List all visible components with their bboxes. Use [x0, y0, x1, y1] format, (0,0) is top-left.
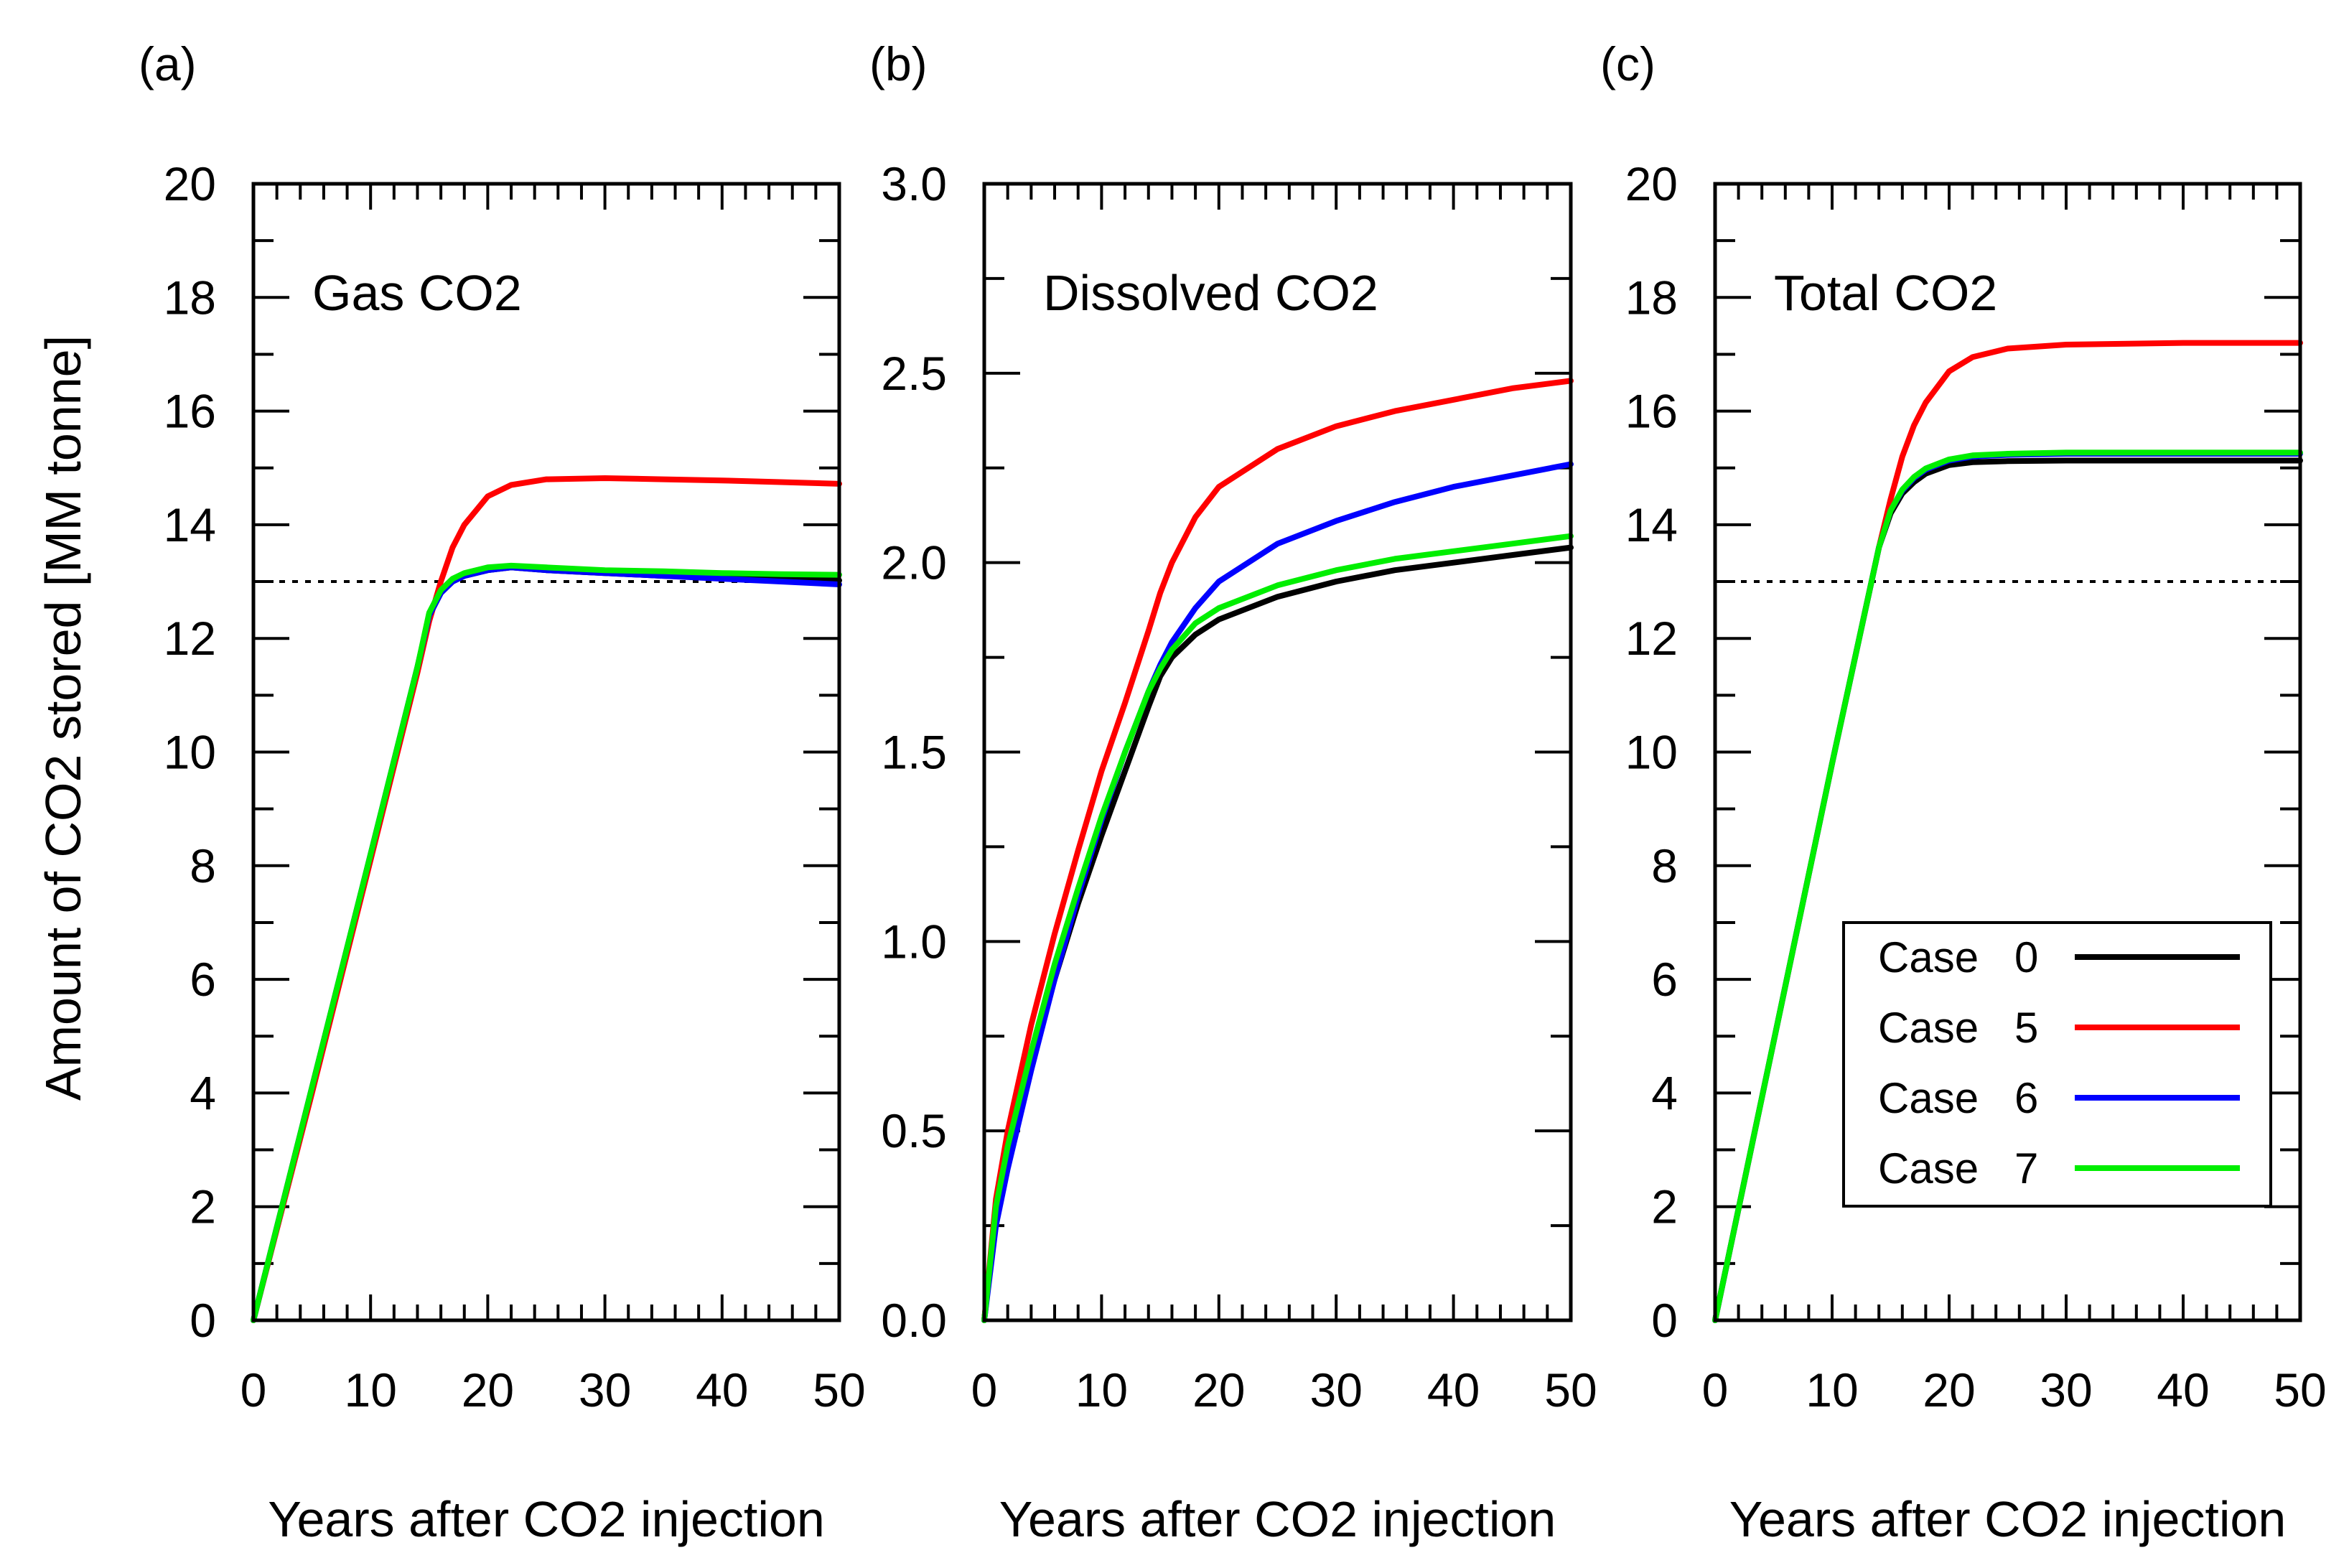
x-tick-label: 40 — [2157, 1363, 2209, 1417]
x-tick-label: 10 — [1075, 1363, 1128, 1417]
y-tick-label: 2.5 — [881, 347, 947, 400]
x-tick-label: 40 — [1427, 1363, 1480, 1417]
y-tick-label: 0.5 — [881, 1104, 947, 1157]
y-tick-label: 1.5 — [881, 726, 947, 779]
series-line-case-7 — [251, 562, 842, 1323]
x-tick-label: 0 — [971, 1363, 998, 1417]
x-tick-label: 30 — [1309, 1363, 1362, 1417]
y-tick-label: 3.0 — [881, 157, 947, 210]
y-tick-label: 6 — [1651, 953, 1678, 1006]
x-tick-label: 50 — [1544, 1363, 1597, 1417]
series-line-case-7 — [1712, 449, 2303, 1323]
chart-panel-a: (a) 0 10 20 30 40 50 0 2 4 6 8 10 12 14 16 18 20 Gas CO2 Ye… — [139, 37, 866, 1547]
panel-label: (b) — [869, 37, 928, 90]
y-tick-label: 18 — [1625, 271, 1678, 324]
legend-box — [1842, 921, 2272, 1208]
y-tick-label: 14 — [164, 498, 216, 551]
x-tick-label: 50 — [813, 1363, 865, 1417]
y-tick-label: 10 — [164, 726, 216, 779]
legend-entry: Case 6 — [1878, 1074, 2240, 1122]
chart-panel-b: (b) 0 10 20 30 40 50 0.0 0.5 1.0 1.5 2.0 2.5 3.0 Disso… — [869, 37, 1597, 1547]
y-tick-label: 16 — [1625, 385, 1678, 438]
x-tick-label: 10 — [1806, 1363, 1858, 1417]
x-tick-label: 30 — [579, 1363, 631, 1417]
x-axis-title: Years after CO2 injection — [268, 1491, 825, 1547]
x-tick-label: 50 — [2274, 1363, 2326, 1417]
series-line-case-7 — [981, 533, 1574, 1323]
panel-label: (a) — [139, 37, 197, 90]
y-tick-label: 4 — [1651, 1066, 1678, 1119]
y-tick-label: 12 — [164, 612, 216, 665]
panel-title: Gas CO2 — [312, 265, 522, 321]
panel-title: Dissolved CO2 — [1043, 265, 1378, 321]
y-tick-label: 16 — [164, 385, 216, 438]
x-tick-label: 40 — [696, 1363, 748, 1417]
x-tick-label: 20 — [1923, 1363, 1975, 1417]
legend-case-number: 7 — [2014, 1144, 2038, 1193]
legend-case-number: 0 — [2014, 933, 2038, 981]
y-tick-label: 20 — [164, 157, 216, 210]
y-tick-label: 18 — [164, 271, 216, 324]
y-tick-label: 0 — [190, 1294, 216, 1347]
x-tick-label: 0 — [240, 1363, 267, 1417]
y-tick-label: 8 — [1651, 839, 1678, 892]
y-tick-label: 20 — [1625, 157, 1678, 210]
y-tick-label: 6 — [190, 953, 216, 1006]
series-line-case-5 — [981, 378, 1574, 1323]
legend-case-label: Case — [1878, 1144, 1979, 1193]
legend-case-number: 5 — [2014, 1004, 2038, 1052]
legend-entry: Case 7 — [1878, 1144, 2240, 1193]
x-tick-label: 30 — [2040, 1363, 2092, 1417]
y-tick-label: 10 — [1625, 726, 1678, 779]
y-tick-label: 2.0 — [881, 536, 947, 589]
x-tick-label: 10 — [344, 1363, 396, 1417]
y-tick-label: 2 — [1651, 1180, 1678, 1233]
y-tick-label: 8 — [190, 839, 216, 892]
legend-case-label: Case — [1878, 1074, 1979, 1122]
x-tick-label: 20 — [462, 1363, 514, 1417]
legend-case-number: 6 — [2014, 1074, 2038, 1122]
legend: Case 0 Case 5 Case 6 Case 7 — [1842, 921, 2272, 1208]
y-tick-label: 12 — [1625, 612, 1678, 665]
tick-marks — [252, 182, 841, 1322]
plot-frame — [251, 182, 841, 1322]
y-tick-label: 0 — [1651, 1294, 1678, 1347]
panel-title: Total CO2 — [1774, 265, 1997, 321]
y-tick-label: 14 — [1625, 498, 1678, 551]
y-tick-label: 2 — [190, 1180, 216, 1233]
legend-entry: Case 5 — [1878, 1004, 2240, 1052]
plot-frame — [1713, 182, 2302, 1322]
legend-case-label: Case — [1878, 933, 1979, 981]
legend-entry: Case 0 — [1878, 933, 2240, 981]
plot-frame — [982, 182, 1573, 1322]
x-tick-label: 0 — [1702, 1363, 1729, 1417]
x-axis-title: Years after CO2 injection — [1729, 1491, 2287, 1547]
y-tick-label: 4 — [190, 1066, 216, 1119]
x-axis-title: Years after CO2 injection — [999, 1491, 1556, 1547]
y-tick-label: 1.0 — [881, 915, 947, 968]
y-tick-label: 0.0 — [881, 1294, 947, 1347]
y-axis-title: Amount of CO2 stored [MM tonne] — [35, 335, 91, 1101]
legend-case-label: Case — [1878, 1004, 1979, 1052]
panel-label: (c) — [1600, 37, 1655, 90]
x-tick-label: 20 — [1192, 1363, 1245, 1417]
